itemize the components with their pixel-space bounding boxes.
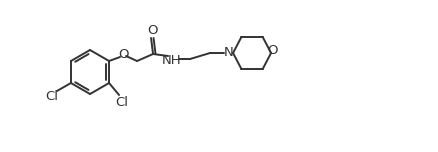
Text: Cl: Cl [116, 95, 128, 109]
Text: N: N [224, 47, 234, 59]
Text: O: O [118, 48, 128, 62]
Text: O: O [147, 24, 157, 38]
Text: O: O [267, 45, 277, 57]
Text: NH: NH [162, 54, 182, 67]
Text: Cl: Cl [46, 90, 58, 102]
